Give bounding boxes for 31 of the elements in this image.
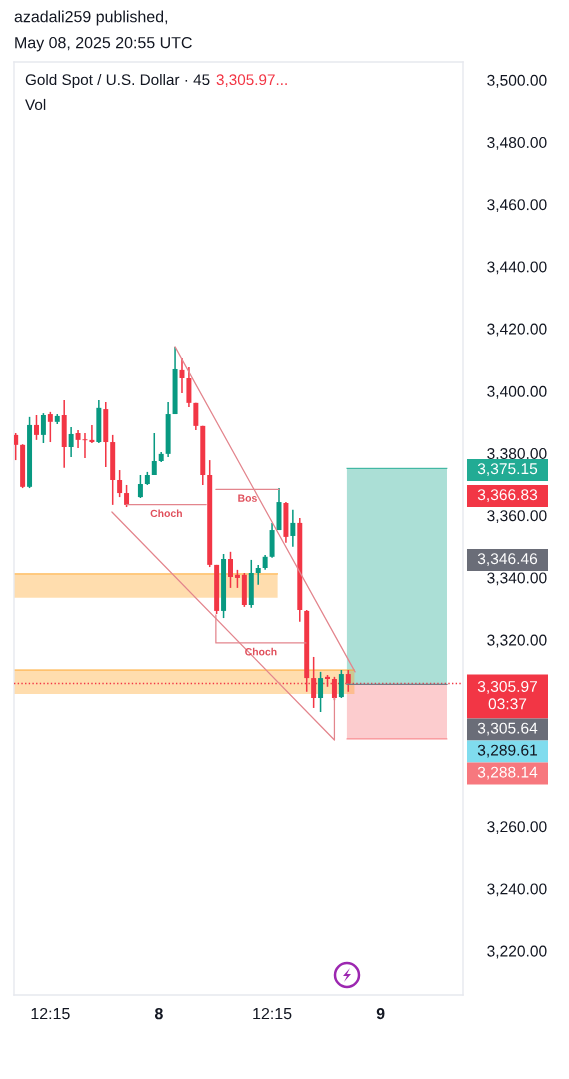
text: Gold Spot / U.S. Dollar · 45 [25, 73, 210, 89]
text: 3,305.64 [477, 722, 538, 736]
y-tick-label: 3,340.00 [487, 572, 547, 586]
annotation: Vol [25, 98, 46, 111]
text: 3,346.46 [477, 553, 538, 567]
text: 3,289.61 [477, 744, 538, 758]
y-tick-label: 3,460.00 [487, 199, 547, 213]
x-tick-label: 8 [154, 1007, 163, 1020]
y-tick-label: 3,480.00 [487, 137, 547, 150]
y-tick-label: 3,500.00 [487, 74, 547, 88]
y-tick-label: 3,240.00 [487, 883, 547, 897]
y-tick-label: 3,440.00 [487, 261, 547, 275]
y-tick-label: 3,320.00 [487, 634, 547, 648]
y-tick-label: 3,220.00 [487, 945, 547, 959]
text: 3,366.83 [477, 489, 538, 503]
text: 3,288.14 [477, 766, 538, 780]
x-tick-label: 12:15 [253, 1007, 292, 1020]
y-tick-label: 3,400.00 [487, 385, 547, 399]
y-tick-label: 3,420.00 [487, 323, 547, 337]
annotation: 3,305.97... [216, 74, 287, 87]
text: May 08, 2025 20:55 UTC [15, 36, 192, 52]
series-label: Bos [238, 494, 257, 502]
text: 3,375.15 [477, 463, 538, 477]
y-tick-label: 3,360.00 [487, 510, 547, 524]
text: azadali259 published, [14, 10, 168, 26]
x-tick-label: 9 [376, 1007, 385, 1020]
x-tick-label: 12:15 [31, 1007, 70, 1020]
y-tick-label: 3,380.00 [487, 448, 547, 461]
ref-line-label: 3,305.97 03:37 [477, 680, 537, 710]
series-label: Choch [150, 509, 182, 518]
y-tick-label: 3,260.00 [487, 821, 547, 835]
